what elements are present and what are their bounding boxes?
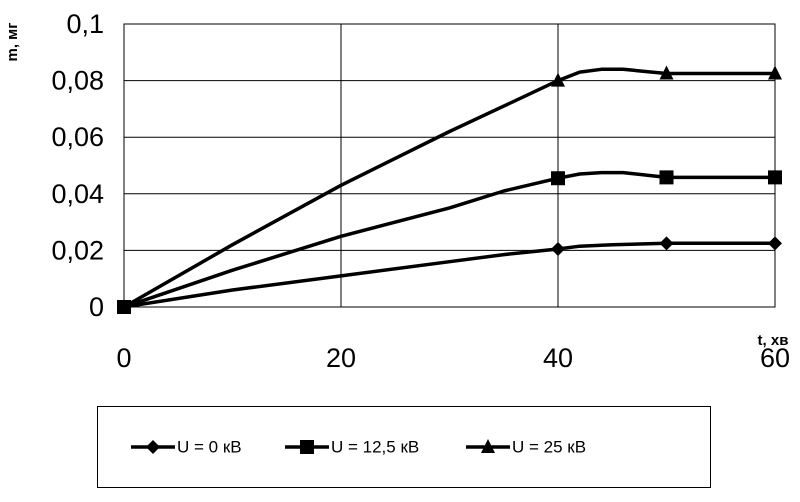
- series-group: [117, 65, 782, 314]
- x-axis-label: t, хв: [758, 332, 789, 349]
- square-marker: [659, 170, 674, 185]
- triangle-marker: [117, 299, 131, 313]
- triangle-marker: [768, 65, 782, 80]
- y-tick-label: 0,04: [51, 179, 104, 209]
- gridlines: [124, 24, 775, 307]
- x-tick-label: 20: [326, 343, 356, 373]
- y-tick-label: 0,02: [51, 235, 104, 265]
- legend-diamond-marker: [146, 440, 160, 454]
- y-tick-label: 0,06: [51, 122, 104, 152]
- legend-square-marker: [300, 440, 314, 454]
- series-triangle: [117, 65, 782, 313]
- legend-entries: U = 0 кВ U = 12,5 кВ U = 25 кВ: [131, 438, 586, 457]
- y-tick-label: 0,08: [51, 66, 104, 96]
- x-tick-labels: 0 20 40 60: [116, 343, 790, 373]
- square-marker: [768, 170, 782, 185]
- square-marker: [551, 171, 565, 186]
- line-chart: 0 20 40 60 0 0,02 0,04 0,06 0,08 0,1 m, мг t, хв: [4, 9, 790, 373]
- series-square: [117, 170, 782, 314]
- legend-label: U = 25 кВ: [512, 438, 586, 457]
- triangle-marker: [659, 65, 674, 80]
- diamond-marker: [768, 236, 782, 251]
- x-tick-label: 60: [760, 343, 790, 373]
- y-tick-label: 0: [89, 292, 104, 322]
- legend-label: U = 0 кВ: [177, 438, 242, 457]
- series-line: [123, 67, 775, 309]
- x-tick-label: 0: [116, 343, 131, 373]
- y-tick-labels: 0 0,02 0,04 0,06 0,08 0,1: [51, 9, 104, 322]
- diamond-marker: [659, 236, 674, 251]
- legend-triangle-marker: [481, 439, 495, 453]
- legend-entry: U = 25 кВ: [466, 438, 586, 457]
- diamond-marker: [551, 241, 565, 256]
- plot-area: [123, 23, 776, 308]
- legend-entry: U = 12,5 кВ: [285, 438, 419, 457]
- y-axis-label: m, мг: [4, 22, 21, 61]
- series-line: [123, 170, 775, 309]
- x-tick-label: 40: [543, 343, 573, 373]
- triangle-marker: [551, 72, 565, 87]
- legend-label: U = 12,5 кВ: [331, 438, 419, 457]
- legend: U = 0 кВ U = 12,5 кВ U = 25 кВ: [97, 406, 711, 488]
- legend-entry: U = 0 кВ: [131, 438, 242, 457]
- y-tick-label: 0,1: [66, 9, 104, 39]
